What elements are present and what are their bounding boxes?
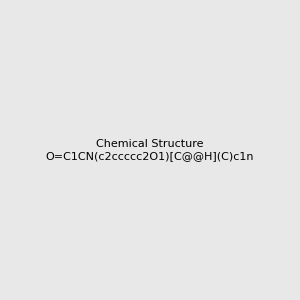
Text: Chemical Structure
O=C1CN(c2ccccc2O1)[C@@H](C)c1n: Chemical Structure O=C1CN(c2ccccc2O1)[C@… (46, 139, 254, 161)
